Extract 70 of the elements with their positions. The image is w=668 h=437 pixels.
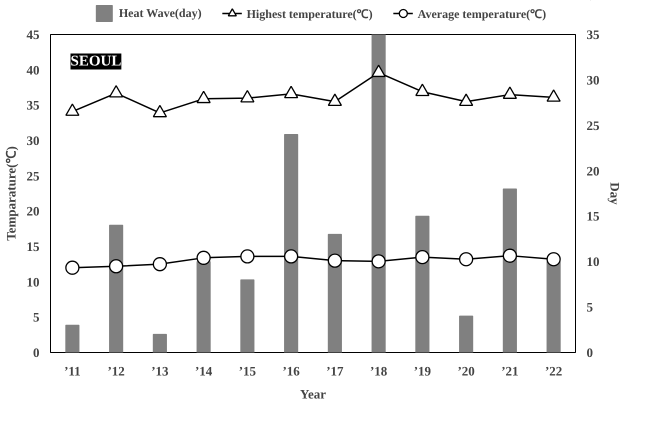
x-tick-label: ’20 [457, 364, 475, 378]
y-axis-title: Temparature(℃) [4, 146, 18, 241]
x-tick-label: ’15 [238, 364, 257, 378]
x-tick-label: ’12 [107, 364, 125, 378]
bar [459, 316, 474, 352]
point [328, 93, 342, 106]
y2-tick-label: 10 [586, 254, 600, 270]
y2-axis-title: Day [608, 182, 622, 206]
point [328, 253, 342, 268]
legend-label: Average temperature(℃) [418, 6, 546, 22]
bar [415, 216, 430, 352]
point [546, 252, 561, 266]
y-tick-label: 30 [26, 133, 40, 148]
y-tick-label: 5 [33, 310, 40, 325]
point [108, 85, 124, 98]
x-tick-label: ’14 [194, 364, 213, 378]
y-tick-label: 10 [26, 274, 40, 290]
y2-tick-label: 20 [586, 163, 600, 178]
point [108, 259, 124, 274]
y2-tick-label: 0 [586, 345, 593, 360]
bar [372, 34, 386, 352]
y2-tick-label: 30 [586, 72, 600, 88]
y-tick-label: 25 [26, 168, 40, 184]
y2-tick-label: 5 [586, 300, 594, 315]
point [371, 254, 386, 268]
annotation: SEOUL [70, 54, 122, 70]
bar [240, 279, 254, 352]
x-axis-title: Year [300, 386, 326, 402]
bar [152, 334, 167, 352]
legend-label: Heat Wave(day) [118, 6, 202, 20]
y2-tick-label: 25 [586, 118, 600, 133]
point [240, 249, 255, 264]
x-tick-label: ’19 [414, 364, 432, 378]
point [546, 89, 561, 102]
bar [65, 324, 80, 352]
bar [502, 188, 517, 352]
y2-tick-label: 15 [586, 208, 600, 224]
point [196, 250, 211, 265]
y-tick-label: 20 [26, 204, 40, 219]
point [458, 93, 474, 106]
y-tick-label: 35 [26, 98, 40, 113]
point [502, 248, 518, 263]
x-tick-label: ’17 [326, 364, 344, 378]
point [284, 249, 298, 264]
point [65, 103, 80, 116]
point [240, 90, 255, 103]
x-tick-label: ’13 [151, 364, 170, 378]
point [152, 257, 168, 272]
point [415, 84, 430, 96]
point [502, 86, 518, 99]
x-tick-label: ’18 [370, 364, 388, 378]
bar [196, 261, 211, 352]
y-tick-label: 0 [33, 345, 40, 360]
x-tick-label: ’16 [282, 364, 300, 378]
bar [284, 134, 298, 352]
x-tick-label: ’21 [501, 364, 519, 378]
x-tick-label: ’22 [544, 364, 562, 378]
bar [109, 224, 124, 352]
point [371, 64, 386, 78]
x-tick-label: ’11 [64, 364, 81, 378]
y-tick-label: 45 [26, 27, 40, 42]
point [152, 104, 168, 118]
legend-label: Highest temperature(℃) [246, 6, 373, 22]
y2-tick-label: 35 [586, 27, 600, 42]
point [415, 250, 430, 264]
y-tick-label: 15 [26, 239, 40, 254]
bar [546, 261, 561, 352]
point [284, 86, 298, 98]
y-tick-label: 40 [26, 62, 40, 78]
point [196, 90, 211, 104]
